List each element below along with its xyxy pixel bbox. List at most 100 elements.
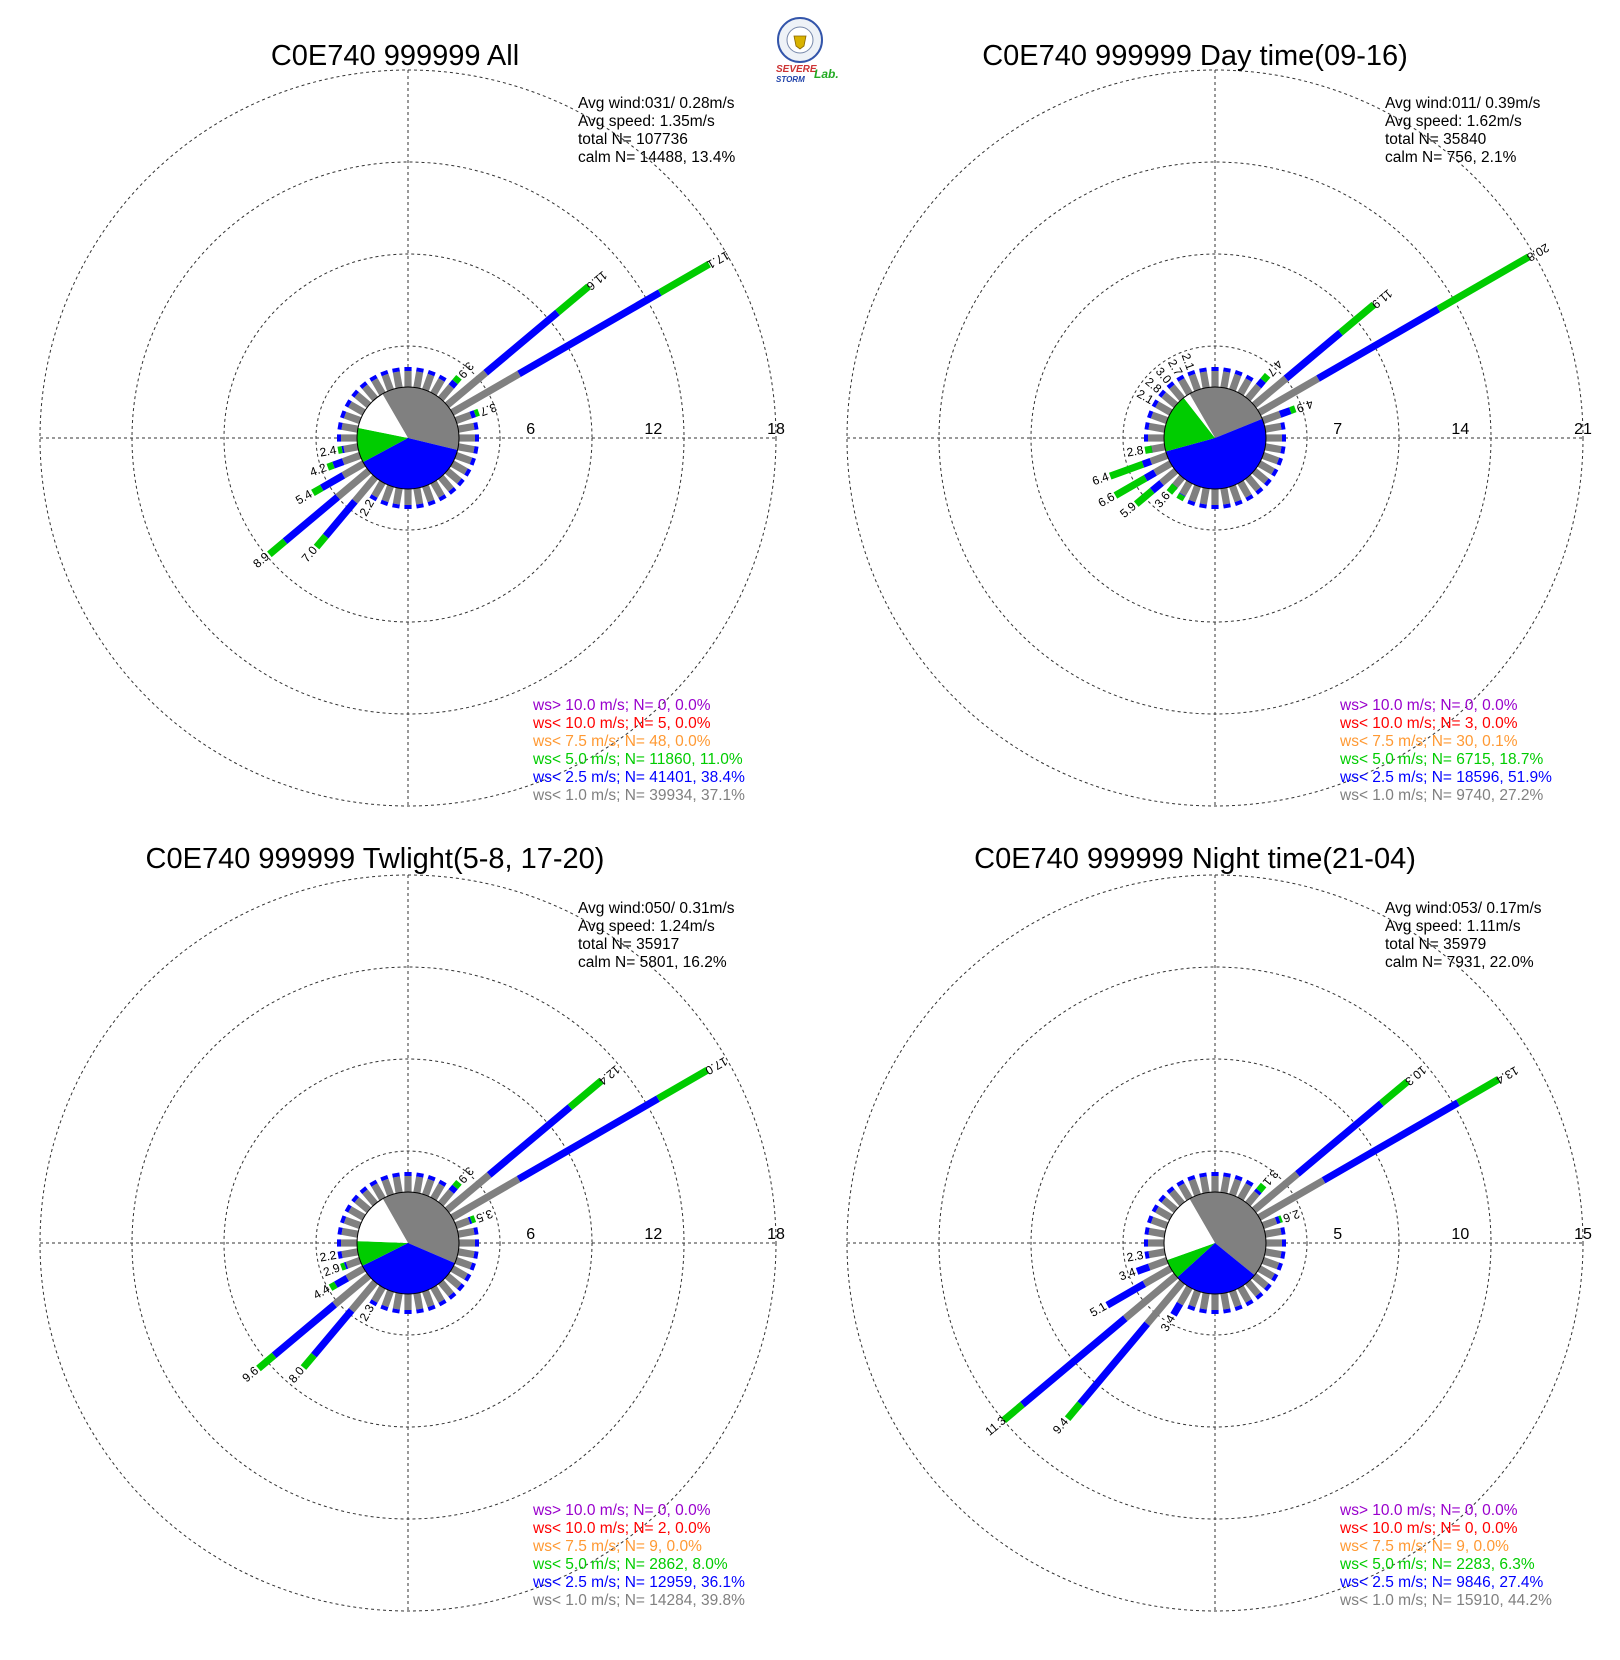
petal bbox=[422, 370, 436, 392]
petal bbox=[1237, 374, 1254, 396]
petal bbox=[454, 408, 480, 424]
petal bbox=[422, 484, 436, 506]
pie-slice-lt5 bbox=[1164, 397, 1215, 452]
petal-segment-lt1 bbox=[341, 460, 366, 479]
petal-segment-lt5 bbox=[337, 446, 343, 454]
radius-tick-label: 12 bbox=[644, 421, 662, 438]
petal-segment-lt1 bbox=[1220, 1176, 1231, 1194]
petal-segment-lt2-5 bbox=[448, 379, 458, 389]
petal bbox=[1261, 452, 1283, 466]
petal bbox=[1001, 1273, 1179, 1423]
petal-segment-lt2-5 bbox=[1166, 381, 1175, 389]
petal-segment-lt2-5 bbox=[1147, 1215, 1154, 1224]
petal-segment-lt1 bbox=[1144, 1279, 1185, 1327]
petal-segment-lt1 bbox=[362, 1189, 378, 1207]
petal-segment-lt2-5 bbox=[1255, 487, 1264, 495]
petal-segment-lt2-5 bbox=[344, 399, 352, 408]
petal-segment-lt2-5 bbox=[340, 1215, 347, 1224]
petal-segment-lt5 bbox=[1113, 474, 1148, 499]
petal-segment-lt2-5 bbox=[404, 1172, 412, 1176]
petal-segment-lt1 bbox=[341, 1239, 357, 1247]
pie-slice-lt5 bbox=[1166, 1243, 1215, 1278]
petal bbox=[444, 1273, 465, 1292]
petal-segment-lt2-5 bbox=[1144, 1251, 1150, 1259]
petal-segment-lt2-5 bbox=[1144, 1227, 1150, 1235]
petal-segment-lt1 bbox=[341, 422, 359, 433]
petal bbox=[300, 1279, 378, 1370]
petal-segment-lt2-5 bbox=[517, 289, 662, 378]
petal-segment-lt1 bbox=[454, 452, 473, 465]
petal bbox=[1166, 474, 1185, 495]
petal-segment-lt1 bbox=[430, 1285, 445, 1303]
petal-segment-lt1 bbox=[345, 1257, 362, 1269]
petal bbox=[457, 1227, 479, 1238]
petal-segment-lt1 bbox=[343, 1216, 362, 1229]
petal-segment-lt2-5 bbox=[1199, 367, 1207, 373]
petal bbox=[430, 1285, 447, 1307]
petal-segment-lt1 bbox=[381, 1289, 394, 1308]
petal-segment-lt1 bbox=[1199, 487, 1210, 505]
wind-rose-panel-4: 5 10 153.110.3 13.42.63.49.411.35.13.42.3C0… bbox=[846, 843, 1592, 1612]
petal-segment-lt2-5 bbox=[343, 1261, 349, 1270]
petal-segment-lt1 bbox=[371, 480, 386, 498]
petal-segment-lt1 bbox=[422, 1178, 435, 1197]
petal bbox=[1151, 399, 1173, 416]
petal-segment-lt2-5 bbox=[1280, 422, 1286, 430]
petal bbox=[457, 443, 479, 454]
petal-segment-lt2-5 bbox=[1245, 1179, 1254, 1187]
petal-segment-lt2-5 bbox=[380, 499, 389, 506]
petal-segment-lt1 bbox=[404, 1176, 412, 1192]
petal-segment-lt1 bbox=[348, 1279, 378, 1313]
petal-segment-lt2-5 bbox=[1295, 1100, 1384, 1177]
petal-segment-lt1 bbox=[381, 1178, 394, 1197]
petal-segment-lt5 bbox=[656, 1067, 710, 1102]
petal-segment-lt1 bbox=[430, 480, 445, 498]
legend-entry: ws> 10.0 m/s; N= 0, 0.0% bbox=[1339, 697, 1518, 714]
chart-title: C0E740 999999 Day time(09-16) bbox=[982, 40, 1408, 72]
petal-segment-lt2-5 bbox=[1158, 389, 1166, 398]
petal-segment-lt1 bbox=[341, 434, 357, 442]
petal-segment-lt2-5 bbox=[1199, 1172, 1207, 1178]
petal-segment-lt2-5 bbox=[392, 503, 400, 509]
petal-segment-lt1 bbox=[459, 434, 475, 442]
petal-segment-lt2-5 bbox=[438, 1299, 447, 1307]
petal-segment-lt1 bbox=[1148, 1239, 1164, 1247]
petal bbox=[450, 261, 711, 416]
petal bbox=[444, 1078, 604, 1213]
petal bbox=[340, 1215, 362, 1229]
petal-segment-lt1 bbox=[1237, 1285, 1252, 1303]
petal bbox=[359, 1186, 378, 1207]
petal-segment-lt1 bbox=[1155, 401, 1173, 416]
petal-segment-lt1 bbox=[430, 1183, 445, 1201]
petal-segment-lt2-5 bbox=[1223, 1172, 1231, 1178]
petal-segment-lt1 bbox=[1150, 443, 1166, 453]
petal bbox=[1257, 253, 1531, 416]
petal-segment-lt1 bbox=[1257, 1177, 1326, 1221]
petal-segment-lt1 bbox=[450, 370, 521, 416]
petal-segment-lt1 bbox=[422, 1289, 435, 1308]
legend-entry: ws< 5.0 m/s; N= 2862, 8.0% bbox=[532, 1556, 728, 1573]
petal-segment-lt1 bbox=[444, 1172, 492, 1213]
chart-title: C0E740 999999 Twlight(5-8, 17-20) bbox=[146, 843, 605, 875]
petal-segment-lt2-5 bbox=[483, 309, 560, 376]
petal-segment-lt1 bbox=[454, 1257, 473, 1270]
petal-segment-lt1 bbox=[438, 384, 455, 402]
petal bbox=[340, 1257, 362, 1271]
petal bbox=[1176, 1179, 1193, 1201]
petal bbox=[380, 370, 394, 392]
petal-segment-lt1 bbox=[1122, 1273, 1179, 1322]
wind-rose-panel-3: 6 12 183.912.4 17.03.52.38.09.64.42.92.2C0E… bbox=[39, 843, 785, 1612]
petal-segment-lt1 bbox=[1176, 1285, 1193, 1306]
petal-segment-lt2-5 bbox=[1135, 1263, 1151, 1275]
legend-entry: ws< 7.5 m/s; N= 9, 0.0% bbox=[1339, 1538, 1509, 1555]
petal-segment-lt2-5 bbox=[332, 458, 345, 469]
petal bbox=[337, 422, 359, 433]
chart-title: C0E740 999999 Night time(21-04) bbox=[974, 843, 1416, 875]
pie-slice-calm bbox=[358, 394, 408, 438]
petal bbox=[337, 1248, 359, 1259]
pie-outline bbox=[1163, 1191, 1267, 1295]
petal-segment-lt1 bbox=[354, 1197, 372, 1213]
petal-segment-lt2-5 bbox=[1077, 1321, 1150, 1407]
legend-entry: ws< 10.0 m/s; N= 0, 0.0% bbox=[1339, 1520, 1518, 1537]
petal-segment-lt1 bbox=[444, 370, 489, 408]
